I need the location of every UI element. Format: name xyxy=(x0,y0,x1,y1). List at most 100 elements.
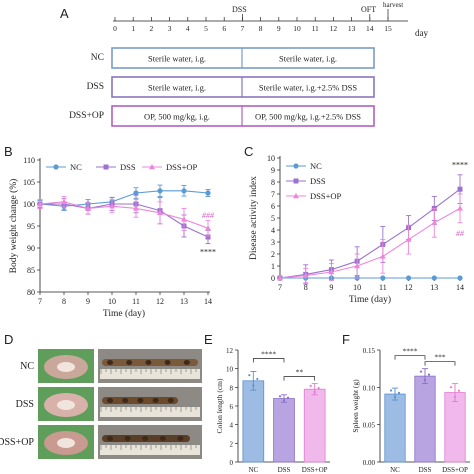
data-point xyxy=(205,225,211,231)
colon-segment xyxy=(159,436,166,441)
timeline-day-label: 6 xyxy=(222,24,226,33)
data-point xyxy=(278,395,282,398)
timeline-day-label: 3 xyxy=(168,24,172,33)
day-unit-label: day xyxy=(415,28,428,38)
colon-segment xyxy=(107,360,113,365)
timeline-day-label: 10 xyxy=(293,24,301,33)
data-point xyxy=(457,186,463,192)
group-after-text: Sterile water, i.g.+2.5% DSS xyxy=(259,83,357,93)
timeline-day-label: 9 xyxy=(277,24,281,33)
x-tick-label: 9 xyxy=(329,283,333,292)
data-point xyxy=(313,390,316,394)
data-point xyxy=(419,370,423,373)
timeline-day-label: 7 xyxy=(241,24,245,33)
data-point xyxy=(149,164,155,170)
panel-f: F 0.00 0.05 0.10 0.15 Spleen weight (g) NC DSS… xyxy=(342,332,470,474)
ruler xyxy=(100,407,200,417)
y-tick-label: 85 xyxy=(27,266,35,275)
significance-bracket xyxy=(394,355,426,360)
data-point xyxy=(380,275,386,281)
data-point xyxy=(282,399,286,402)
bar xyxy=(242,380,265,463)
mouse-photo-detail xyxy=(57,400,75,410)
series-line xyxy=(40,203,209,238)
timeline-day-label: 12 xyxy=(330,24,338,33)
x-tick-label: DSS+OP xyxy=(302,466,328,474)
x-tick-label: DSS+OP xyxy=(442,466,468,474)
colon-segment xyxy=(142,436,149,441)
x-axis-label: Time (day) xyxy=(103,308,145,319)
y-tick-label: 9 xyxy=(271,166,275,175)
group-label: DSS+OP xyxy=(69,111,104,121)
timeline-day-label: 5 xyxy=(204,24,208,33)
row-label: DSS xyxy=(16,399,34,410)
bar xyxy=(384,393,406,463)
colon-segment xyxy=(145,360,152,365)
timeline-day-label: 2 xyxy=(150,24,154,33)
legend: NC DSS DSS+OP xyxy=(46,162,198,172)
group-bar xyxy=(111,47,375,69)
data-point xyxy=(109,203,115,209)
x-tick-label: DSS xyxy=(419,466,432,474)
data-point xyxy=(181,188,187,194)
colon-segment xyxy=(152,398,159,403)
colon-segment xyxy=(177,436,184,441)
data-point xyxy=(393,395,397,399)
y-tick-label: 2 xyxy=(230,440,234,448)
timeline-day-label: 4 xyxy=(186,24,190,33)
data-point xyxy=(286,396,290,399)
y-tick-label: 0.00 xyxy=(363,459,376,467)
x-tick-label: 11 xyxy=(132,297,140,306)
group-after-text: Sterile water, i.g. xyxy=(279,54,337,64)
group-before-text: OP, 500 mg/kg, i.g. xyxy=(144,112,210,122)
data-point xyxy=(293,193,299,199)
data-point xyxy=(205,234,211,240)
mouse-photo-detail xyxy=(57,362,75,372)
data-point xyxy=(379,253,386,259)
colon-segment xyxy=(107,436,113,441)
significance-annotation: **** xyxy=(200,248,216,257)
y-tick-label: 7 xyxy=(271,190,275,199)
data-point xyxy=(157,188,163,194)
y-tick-label: 10 xyxy=(267,154,275,163)
data-point xyxy=(427,373,431,376)
y-tick-label: 4 xyxy=(271,226,275,235)
y-tick-label: 6 xyxy=(230,403,234,411)
x-tick-label: 14 xyxy=(456,283,464,292)
data-point xyxy=(277,275,283,281)
group-bar xyxy=(111,76,375,98)
data-point xyxy=(256,377,259,381)
data-point xyxy=(133,190,139,196)
body-weight-chart: 80 85 90 95 100 105 110 7 8 9 10 11 12 13 14 Time (day)… xyxy=(8,156,216,319)
significance-annotation: **** xyxy=(452,161,468,170)
colon-segment xyxy=(122,398,129,403)
data-point xyxy=(457,275,463,281)
y-tick-label: 0 xyxy=(230,459,234,467)
data-point xyxy=(309,384,312,387)
y-tick-label: 1 xyxy=(271,262,275,271)
data-point xyxy=(61,198,67,204)
x-tick-label: 12 xyxy=(156,297,164,306)
data-point xyxy=(37,201,43,207)
series-line xyxy=(39,190,209,207)
significance-bracket xyxy=(252,358,285,363)
data-point xyxy=(133,205,139,211)
legend-label: NC xyxy=(310,161,322,171)
oft-label: OFT xyxy=(361,5,376,14)
data-point xyxy=(328,269,335,275)
x-tick-label: 10 xyxy=(108,297,116,306)
y-tick-label: 0 xyxy=(271,274,275,283)
significance-bracket xyxy=(424,361,456,366)
significance-bracket xyxy=(283,376,316,381)
series-line xyxy=(39,201,209,229)
panel-b-letter: B xyxy=(4,144,13,159)
x-tick-label: 8 xyxy=(304,283,308,292)
significance-annotation: ### xyxy=(202,211,215,220)
ruler xyxy=(100,445,200,455)
data-point xyxy=(389,389,393,392)
treatment-groups: NC Sterile water, i.g. Sterile water, i.g.… xyxy=(69,47,375,127)
y-tick-label: 3 xyxy=(271,238,275,247)
timeline-day-label: 15 xyxy=(384,24,392,33)
